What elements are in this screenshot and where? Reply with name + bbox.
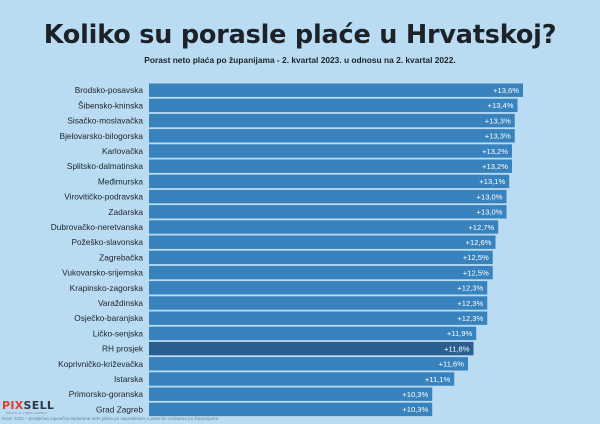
category-label-11: Zagrebačka [99, 252, 143, 262]
category-label-10: Požeško-slavonska [72, 237, 144, 247]
value-label-8: +13,0% [477, 208, 503, 217]
value-label-20: +10,3% [402, 390, 428, 399]
bar-13 [149, 281, 488, 295]
source-note: Izvor: DZS – prosječna mjesečna isplaćen… [2, 416, 219, 421]
category-label-0: Brodsko-posavska [75, 85, 144, 95]
value-label-19: +11,1% [425, 375, 451, 384]
bar-19 [149, 372, 455, 386]
value-label-7: +13,0% [477, 192, 503, 201]
value-label-6: +13,1% [479, 177, 505, 186]
category-label-15: Osječko-baranjska [74, 313, 143, 323]
category-label-14: Varaždinska [98, 298, 143, 308]
value-label-16: +11,9% [447, 329, 473, 338]
value-label-0: +13,6% [493, 86, 519, 95]
bar-17 [149, 341, 474, 356]
bar-4 [149, 144, 512, 158]
category-label-19: Istarska [114, 374, 143, 384]
category-label-16: Ličko-senjska [93, 328, 144, 338]
bar-6 [149, 174, 510, 189]
bar-7 [149, 189, 507, 204]
bar-0 [149, 83, 523, 97]
bar-3 [149, 129, 515, 143]
value-label-5: +13,2% [482, 162, 508, 171]
category-label-5: Splitsko-dalmatinska [67, 161, 143, 171]
value-label-1: +13,4% [488, 101, 514, 110]
chart-title: Koliko su porasle plaće u Hrvatskoj? [43, 20, 557, 50]
category-label-7: Virovitičko-podravska [64, 192, 143, 202]
value-label-14: +12,3% [457, 299, 483, 308]
category-label-17: RH prosjek [102, 344, 144, 354]
chart-subtitle: Porast neto plaća po županijama - 2. kva… [144, 55, 456, 65]
bar-9 [149, 220, 499, 234]
bar-20 [149, 387, 433, 401]
category-label-18: Koprivničko-križevačka [58, 359, 143, 369]
bar-21 [149, 402, 433, 417]
category-label-12: Vukovarsko-srijemska [62, 268, 143, 278]
value-label-18: +11,6% [439, 360, 465, 369]
pixsell-logo: PIXSELL [2, 399, 55, 412]
value-label-2: +13,3% [485, 116, 511, 125]
bar-14 [149, 296, 488, 310]
value-label-21: +10,3% [402, 405, 428, 414]
category-label-3: Bjelovarsko-bilogorska [60, 131, 144, 141]
bar-12 [149, 265, 493, 280]
value-label-12: +12,5% [463, 268, 489, 277]
category-label-4: Karlovačka [102, 146, 143, 156]
category-label-2: Sisačko-moslavačka [67, 116, 143, 126]
pixsell-logo-tagline: PHOTO & VIDEO AGENCY [6, 411, 48, 415]
bar-11 [149, 250, 493, 265]
bar-15 [149, 311, 488, 325]
value-label-9: +12,7% [468, 223, 494, 232]
category-label-13: Krapinsko-zagorska [70, 283, 144, 293]
bar-18 [149, 357, 468, 371]
bar-10 [149, 235, 496, 249]
value-label-17: +11,8% [444, 344, 470, 353]
bar-5 [149, 159, 512, 173]
value-label-15: +12,3% [457, 314, 483, 323]
bar-2 [149, 113, 515, 128]
category-label-9: Dubrovačko-neretvanska [51, 222, 144, 232]
value-label-13: +12,3% [457, 284, 483, 293]
category-label-20: Primorsko-goranska [69, 389, 144, 399]
category-label-6: Međimurska [98, 176, 144, 186]
bar-1 [149, 98, 518, 113]
category-label-1: Šibensko-kninska [78, 100, 143, 110]
bar-16 [149, 326, 477, 341]
value-label-3: +13,3% [485, 132, 511, 141]
bar-8 [149, 205, 507, 219]
value-label-11: +12,5% [463, 253, 489, 262]
value-label-10: +12,6% [466, 238, 492, 247]
category-label-21: Grad Zagreb [96, 404, 143, 414]
value-label-4: +13,2% [482, 147, 508, 156]
category-label-8: Zadarska [108, 207, 143, 217]
